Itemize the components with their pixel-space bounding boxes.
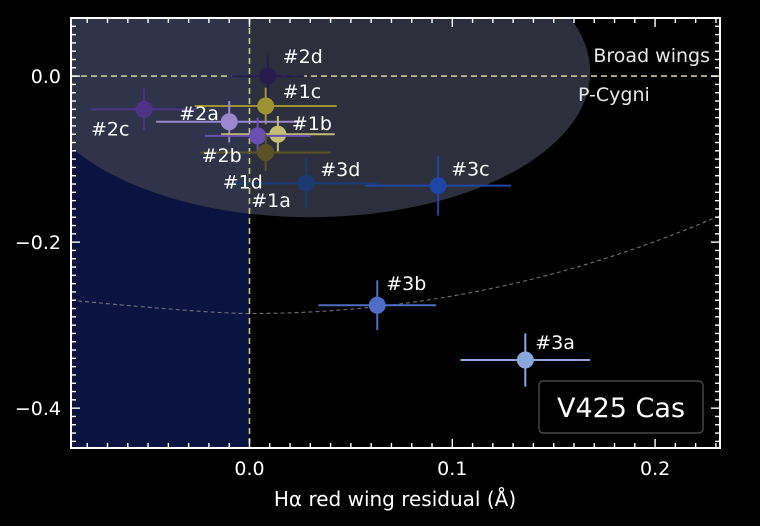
data-point-3c [365,155,512,216]
point-label: #2c [91,118,129,140]
data-point-2c [91,88,197,131]
point-marker [257,97,275,115]
data-point-2d [231,55,305,97]
data-point-3b [318,280,437,331]
point-label: #3c [451,159,489,181]
plot-regions [71,18,720,448]
point-label: #1d [223,171,263,193]
plot-area [71,18,720,448]
point-marker [249,127,267,145]
point-label: #1b [292,113,332,135]
point-label: #3a [535,332,575,354]
y-tick-label: −0.2 [15,232,61,254]
point-marker [257,143,275,161]
point-marker [516,351,534,369]
point-marker [368,296,386,314]
data-points [91,55,591,387]
point-marker [135,100,153,118]
point-label: #1c [283,81,321,103]
data-point-1b [221,115,335,153]
star-label-box: V425 Cas [538,380,704,434]
point-label: #2b [202,145,242,167]
region-label-p-cygni: P-Cygni [578,84,650,106]
region-label-broad-wings: Broad wings [593,45,710,67]
point-marker [297,174,315,192]
star-label: V425 Cas [557,393,685,424]
point-label: #2d [283,46,323,68]
point-marker [220,113,238,131]
point-label: #3b [386,273,426,295]
region-ellipse [71,18,591,218]
dashed-boundary-curve [71,215,720,315]
point-label: #1a [251,190,291,212]
point-label: #3d [320,159,360,181]
point-marker [269,125,287,143]
x-axis-label: Hα red wing residual (Å) [274,487,516,511]
data-point-2b [204,117,311,155]
star-label-frame [538,380,704,434]
x-tick-label: 0.0 [234,458,264,480]
point-marker [259,67,277,85]
point-labels: #2d #1c #2c #2a #1b #2b #1d#1a #3d #3c #3b #3a [91,46,575,354]
data-point-1d [200,134,331,171]
x-tick-label: 0.1 [437,458,467,480]
data-point-3d [233,158,380,209]
data-point-3a [460,333,591,387]
y-tick-label: −0.4 [15,398,61,420]
axes: 0.0 0.1 0.2 0.0 −0.2 −0.4 [15,17,721,480]
axes-frame [70,17,721,449]
point-label: #2a [179,103,219,125]
point-marker [429,177,447,195]
x-tick-label: 0.2 [640,458,670,480]
data-point-1c [194,87,337,125]
y-tick-label: 0.0 [31,66,61,88]
